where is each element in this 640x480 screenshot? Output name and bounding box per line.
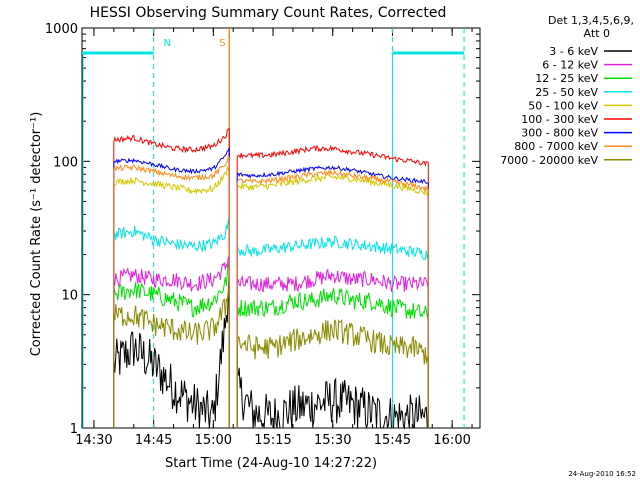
x-tick-label: 16:00 [433, 433, 470, 448]
y-tick-label: 10 [61, 289, 78, 304]
series-line-6-12-kev [113, 256, 230, 428]
legend-header-attenuator: Att 0 [584, 27, 610, 40]
series-line-12-25-kev [236, 287, 429, 428]
legend-header-detectors: Det 1,3,4,5,6,9, [548, 14, 634, 27]
series-line-25-50-kev [113, 219, 230, 428]
legend-label: 50 - 100 keV [528, 99, 598, 112]
marker-n: N [164, 38, 171, 49]
series-line-7000-20000-kev [113, 288, 230, 428]
timestamp: 24-Aug-2010 16:52 [568, 470, 636, 478]
series-line-800-7000-kev [236, 168, 429, 428]
legend-label: 800 - 7000 keV [514, 140, 598, 153]
legend-label: 100 - 300 keV [521, 113, 598, 126]
y-tick-label: 1 [70, 422, 78, 437]
x-tick-label: 14:30 [75, 433, 112, 448]
legend-label: 3 - 6 keV [549, 45, 598, 58]
series-line-100-300-kev [113, 128, 230, 428]
legend-label: 7000 - 20000 keV [500, 154, 598, 167]
y-tick-label: 1000 [45, 22, 78, 37]
legend-label: 6 - 12 keV [542, 59, 598, 72]
series-line-50-100-kev [113, 165, 230, 428]
series-line-6-12-kev [236, 267, 429, 428]
chart-title: HESSI Observing Summary Count Rates, Cor… [90, 5, 447, 21]
series-line-12-25-kev [113, 263, 230, 428]
legend-label: 300 - 800 keV [521, 127, 598, 140]
series-line-300-800-kev [113, 147, 230, 428]
x-tick-label: 15:15 [254, 433, 291, 448]
x-tick-label: 15:00 [195, 433, 232, 448]
legend-label: 12 - 25 keV [535, 72, 598, 85]
series-line-100-300-kev [236, 144, 429, 428]
series-line-3-6-kev [236, 367, 429, 430]
legend-label: 25 - 50 keV [535, 86, 598, 99]
plot-area: 1 10 100 1000 14:30 14:45 15:00 15:15 15:30 15:45… [45, 22, 481, 448]
marker-s: S [219, 38, 225, 49]
x-tick-label: 15:45 [374, 433, 411, 448]
x-tick-label: 15:30 [314, 433, 351, 448]
series-line-300-800-kev [236, 165, 429, 428]
series-line-3-6-kev [113, 265, 230, 429]
y-tick-label: 100 [53, 155, 78, 170]
series-line-7000-20000-kev [236, 319, 429, 428]
x-axis-label: Start Time (24-Aug-10 14:27:22) [165, 456, 377, 471]
y-axis-label: Corrected Count Rate (s⁻¹ detector⁻¹) [29, 112, 44, 357]
series-line-800-7000-kev [113, 153, 230, 428]
x-tick-label: 14:45 [135, 433, 172, 448]
series-line-50-100-kev [236, 173, 429, 428]
series-line-25-50-kev [236, 235, 429, 428]
